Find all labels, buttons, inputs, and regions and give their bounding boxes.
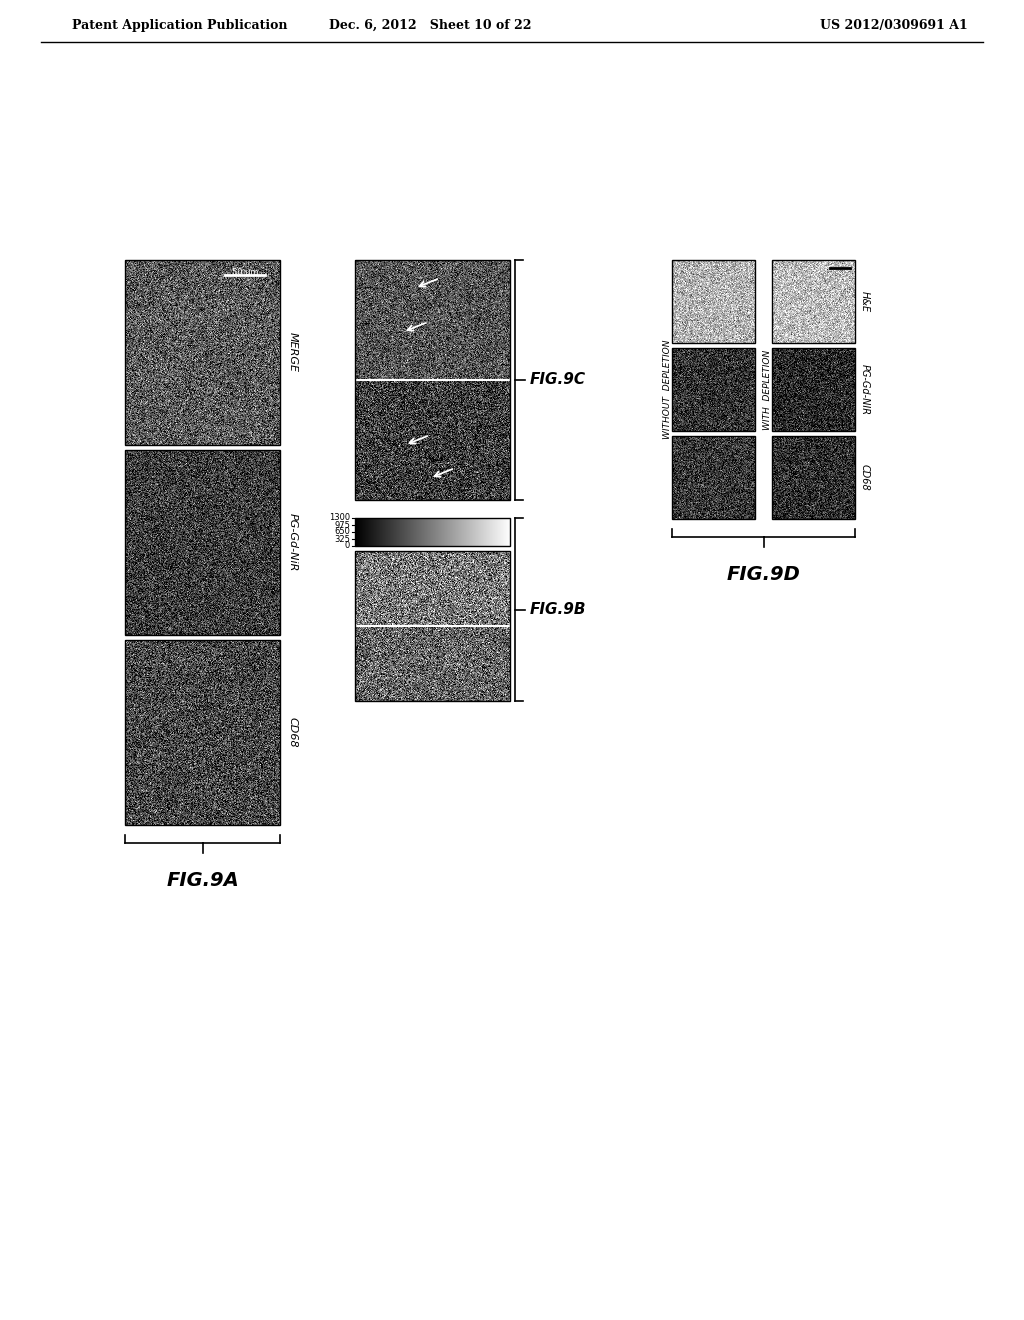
Text: FIG.9B: FIG.9B	[530, 602, 587, 616]
Text: 1300: 1300	[329, 513, 350, 523]
Bar	[355, 550, 510, 701]
Bar	[672, 260, 755, 343]
Text: PG-Gd-NIR: PG-Gd-NIR	[860, 364, 870, 414]
Text: 0: 0	[345, 541, 350, 550]
Text: PG-Gd-NiR: PG-Gd-NiR	[288, 513, 298, 572]
Bar	[672, 348, 755, 432]
Text: 50 μm: 50 μm	[231, 268, 258, 277]
Text: WITHOUT  DEPLETION: WITHOUT DEPLETION	[663, 339, 672, 440]
Text: US 2012/0309691 A1: US 2012/0309691 A1	[820, 18, 968, 32]
Bar	[125, 640, 280, 825]
Text: FIG.9C: FIG.9C	[530, 372, 586, 388]
Text: MERGE: MERGE	[288, 333, 298, 372]
Text: Patent Application Publication: Patent Application Publication	[72, 18, 288, 32]
Bar	[355, 517, 510, 546]
Bar	[355, 260, 510, 500]
Text: H&E: H&E	[860, 290, 870, 312]
Bar	[772, 348, 855, 432]
Text: 650: 650	[334, 528, 350, 536]
Bar	[125, 450, 280, 635]
Text: CD68: CD68	[288, 717, 298, 748]
Text: CD68: CD68	[860, 465, 870, 491]
Text: 975: 975	[334, 520, 350, 529]
Bar	[125, 260, 280, 445]
Text: FIG.9D: FIG.9D	[727, 565, 801, 583]
Text: Dec. 6, 2012   Sheet 10 of 22: Dec. 6, 2012 Sheet 10 of 22	[329, 18, 531, 32]
Text: FIG.9A: FIG.9A	[166, 871, 239, 890]
Bar	[672, 436, 755, 519]
Bar	[772, 436, 855, 519]
Text: WITH  DEPLETION: WITH DEPLETION	[763, 350, 771, 429]
Bar	[772, 260, 855, 343]
Text: 325: 325	[334, 535, 350, 544]
